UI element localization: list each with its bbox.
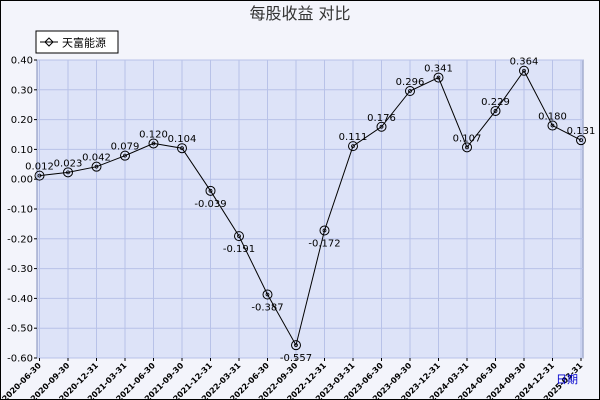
y-tick-label: 0.40 bbox=[11, 56, 33, 67]
data-label: 0.042 bbox=[82, 153, 111, 164]
data-label: 0.180 bbox=[538, 112, 567, 123]
data-label: 0.229 bbox=[481, 97, 510, 108]
data-point bbox=[348, 141, 358, 152]
data-label: 0.104 bbox=[168, 134, 197, 145]
y-tick-label: -0.20 bbox=[7, 234, 33, 245]
data-point-inner bbox=[522, 68, 526, 73]
data-point bbox=[376, 121, 387, 132]
data-point-inner bbox=[208, 188, 213, 193]
data-point-inner bbox=[37, 173, 42, 178]
legend-marker bbox=[44, 37, 54, 47]
x-axis-label: 日期 bbox=[556, 373, 578, 386]
data-point-inner bbox=[237, 234, 241, 239]
data-point-inner bbox=[322, 228, 327, 233]
legend-label: 天富能源 bbox=[62, 36, 106, 50]
data-label: 0.131 bbox=[567, 126, 596, 137]
data-point-inner bbox=[408, 89, 412, 93]
data-point-inner bbox=[579, 138, 583, 143]
data-point bbox=[547, 120, 558, 131]
data-label: 0.120 bbox=[139, 129, 168, 140]
y-tick-label: 0.10 bbox=[11, 145, 33, 156]
y-tick-label: 0.20 bbox=[11, 115, 33, 126]
data-point bbox=[405, 85, 415, 96]
data-label: 0.012 bbox=[25, 162, 54, 173]
data-label: 0.111 bbox=[339, 132, 368, 143]
data-point bbox=[34, 170, 45, 181]
data-label: -0.191 bbox=[223, 244, 255, 255]
data-point bbox=[234, 231, 244, 242]
data-point-inner bbox=[550, 123, 555, 128]
data-point bbox=[576, 135, 586, 146]
y-tick-label: -0.30 bbox=[7, 264, 33, 275]
data-label: -0.172 bbox=[308, 238, 340, 249]
data-point-inner bbox=[66, 170, 70, 175]
data-label: 0.176 bbox=[367, 113, 396, 124]
data-point bbox=[291, 340, 301, 351]
data-label: 0.341 bbox=[424, 64, 453, 75]
data-point-inner bbox=[493, 109, 498, 113]
y-tick-label: 0.30 bbox=[11, 85, 33, 96]
data-point-inner bbox=[123, 153, 127, 158]
data-point-inner bbox=[351, 144, 355, 149]
data-point-inner bbox=[379, 124, 384, 129]
data-point bbox=[205, 185, 216, 196]
chart-title: 每股收益 对比 bbox=[249, 4, 350, 23]
data-point bbox=[462, 142, 472, 153]
data-point-inner bbox=[465, 145, 469, 150]
data-point bbox=[319, 225, 330, 236]
data-label: 0.107 bbox=[453, 133, 482, 144]
data-point-inner bbox=[151, 141, 156, 146]
y-tick-label: -0.60 bbox=[7, 354, 33, 365]
data-point-inner bbox=[294, 343, 298, 348]
data-point-inner bbox=[436, 75, 441, 80]
y-tick-label: -0.50 bbox=[7, 324, 33, 335]
data-point-inner bbox=[180, 146, 184, 151]
data-label: -0.557 bbox=[280, 353, 312, 364]
data-label: -0.387 bbox=[251, 303, 283, 314]
data-label: 0.079 bbox=[111, 142, 140, 153]
data-label: 0.023 bbox=[54, 158, 83, 169]
data-point bbox=[519, 65, 529, 76]
y-tick-label: 0.00 bbox=[11, 175, 33, 186]
data-label: 0.364 bbox=[510, 57, 539, 68]
y-tick-label: -0.10 bbox=[7, 205, 33, 216]
data-point bbox=[177, 143, 187, 154]
data-label: -0.039 bbox=[194, 199, 226, 210]
data-point bbox=[433, 72, 444, 83]
series-line bbox=[39, 69, 582, 347]
data-point bbox=[120, 150, 130, 161]
data-point bbox=[148, 138, 159, 149]
data-point bbox=[490, 105, 501, 116]
y-tick-label: -0.40 bbox=[7, 294, 33, 305]
data-point-inner bbox=[265, 292, 270, 297]
data-point bbox=[262, 289, 273, 300]
data-point bbox=[91, 161, 102, 172]
legend-box bbox=[35, 30, 119, 54]
data-point-inner bbox=[94, 164, 99, 169]
data-label: 0.296 bbox=[396, 77, 425, 88]
data-point bbox=[63, 167, 73, 178]
